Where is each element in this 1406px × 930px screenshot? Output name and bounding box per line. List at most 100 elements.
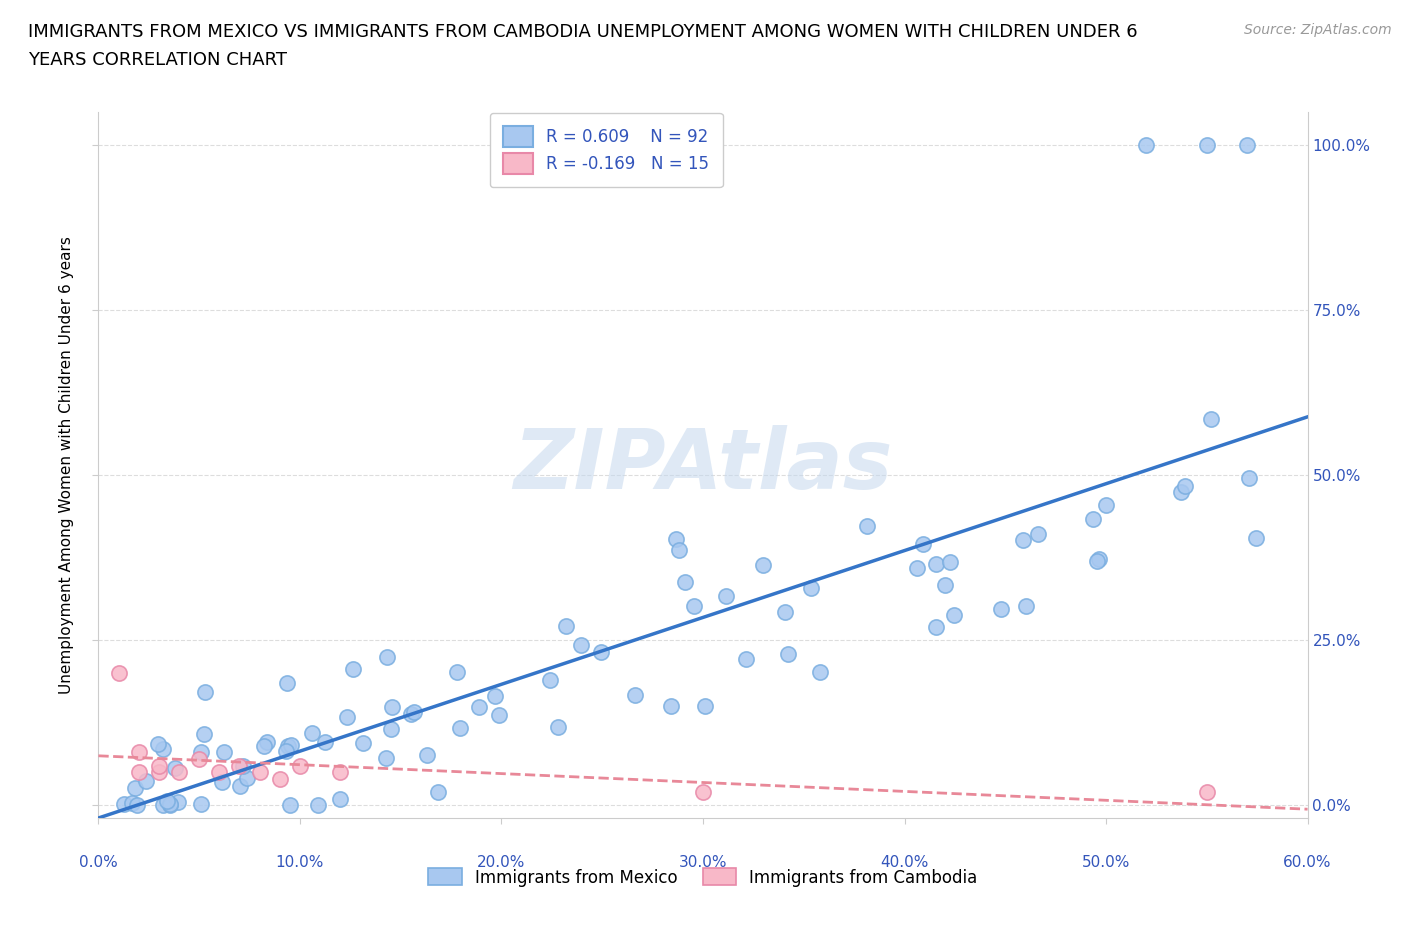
Point	[329, 791, 352, 806]
Point	[555, 618, 578, 633]
Text: ZIPAtlas: ZIPAtlas	[513, 424, 893, 506]
Point	[125, 798, 148, 813]
Point	[167, 795, 190, 810]
Point	[249, 764, 271, 779]
Point	[538, 672, 561, 687]
Text: IMMIGRANTS FROM MEXICO VS IMMIGRANTS FROM CAMBODIA UNEMPLOYMENT AMONG WOMEN WITH: IMMIGRANTS FROM MEXICO VS IMMIGRANTS FRO…	[28, 23, 1137, 41]
Point	[714, 589, 737, 604]
Point	[1170, 485, 1192, 500]
Point	[488, 707, 510, 722]
Point	[1015, 599, 1038, 614]
Text: Source: ZipAtlas.com: Source: ZipAtlas.com	[1244, 23, 1392, 37]
Point	[659, 698, 682, 713]
Point	[146, 737, 169, 751]
Point	[426, 785, 449, 800]
Point	[159, 796, 181, 811]
Point	[236, 771, 259, 786]
Point	[1081, 512, 1104, 526]
Point	[190, 797, 212, 812]
Point	[307, 798, 329, 813]
Point	[107, 666, 129, 681]
Text: 10.0%: 10.0%	[276, 855, 325, 870]
Point	[1095, 498, 1118, 512]
Point	[810, 665, 832, 680]
Text: 0.0%: 0.0%	[79, 855, 118, 870]
Point	[128, 745, 150, 760]
Point	[449, 721, 471, 736]
Point	[1244, 531, 1267, 546]
Point	[152, 742, 174, 757]
Point	[336, 710, 359, 724]
Point	[329, 764, 352, 779]
Point	[274, 743, 297, 758]
Point	[152, 798, 174, 813]
Point	[571, 638, 593, 653]
Text: 40.0%: 40.0%	[880, 855, 929, 870]
Point	[232, 758, 254, 773]
Point	[856, 519, 879, 534]
Point	[288, 758, 311, 773]
Text: 60.0%: 60.0%	[1284, 855, 1331, 870]
Point	[301, 725, 323, 740]
Point	[375, 751, 398, 765]
Point	[1135, 138, 1157, 153]
Point	[925, 619, 948, 634]
Point	[547, 720, 569, 735]
Point	[1237, 471, 1260, 485]
Point	[905, 561, 928, 576]
Point	[665, 532, 688, 547]
Point	[589, 644, 612, 659]
Point	[228, 758, 250, 773]
Point	[1195, 138, 1218, 153]
Point	[673, 575, 696, 590]
Point	[925, 557, 948, 572]
Point	[776, 646, 799, 661]
Point	[229, 778, 252, 793]
Point	[381, 699, 404, 714]
Point	[314, 735, 336, 750]
Point	[1026, 526, 1049, 541]
Point	[1236, 138, 1258, 153]
Point	[208, 764, 231, 779]
Point	[188, 751, 211, 766]
Point	[1085, 553, 1108, 568]
Point	[193, 726, 215, 741]
Point	[277, 738, 299, 753]
Point	[167, 764, 190, 779]
Point	[352, 736, 374, 751]
Point	[734, 652, 756, 667]
Point	[212, 745, 235, 760]
Point	[693, 698, 716, 713]
Point	[211, 775, 233, 790]
Point	[446, 665, 468, 680]
Point	[692, 785, 714, 800]
Point	[934, 578, 956, 592]
Point	[682, 599, 704, 614]
Point	[148, 758, 170, 773]
Point	[416, 748, 439, 763]
Point	[668, 542, 690, 557]
Point	[1012, 533, 1035, 548]
Point	[800, 580, 823, 595]
Point	[280, 737, 302, 752]
Point	[375, 650, 398, 665]
Text: 30.0%: 30.0%	[679, 855, 727, 870]
Point	[468, 699, 491, 714]
Point	[156, 794, 179, 809]
Point	[148, 764, 170, 779]
Point	[256, 735, 278, 750]
Point	[163, 761, 186, 776]
Point	[121, 795, 143, 810]
Text: YEARS CORRELATION CHART: YEARS CORRELATION CHART	[28, 51, 287, 69]
Point	[773, 604, 796, 619]
Legend: Immigrants from Mexico, Immigrants from Cambodia: Immigrants from Mexico, Immigrants from …	[420, 860, 986, 895]
Point	[624, 687, 647, 702]
Point	[1174, 478, 1197, 493]
Point	[484, 688, 506, 703]
Point	[193, 684, 215, 699]
Point	[912, 537, 935, 551]
Point	[942, 607, 965, 622]
Point	[399, 707, 422, 722]
Point	[159, 798, 181, 813]
Point	[124, 781, 146, 796]
